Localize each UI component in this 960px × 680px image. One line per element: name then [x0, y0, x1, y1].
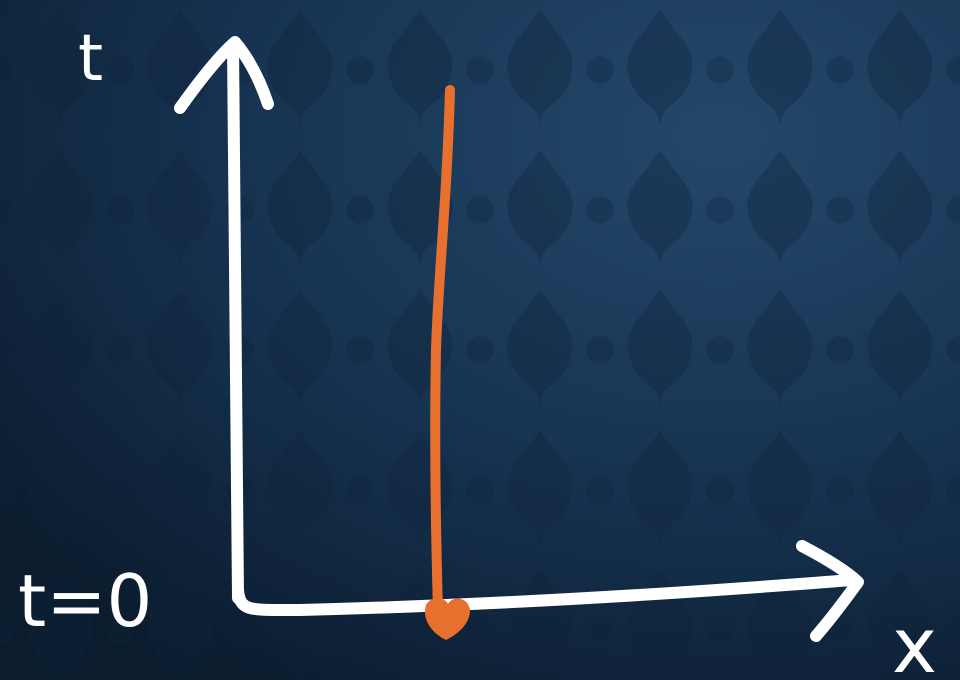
x-axis-label: x [892, 601, 937, 680]
event-point [424, 598, 470, 640]
t-axis [227, 39, 244, 604]
world-line [430, 85, 455, 617]
t-axis-label: t [78, 22, 103, 96]
origin-label: t=0 [18, 559, 152, 643]
x-axis-arrowhead [796, 540, 864, 642]
t-axis-arrowhead [174, 36, 274, 114]
